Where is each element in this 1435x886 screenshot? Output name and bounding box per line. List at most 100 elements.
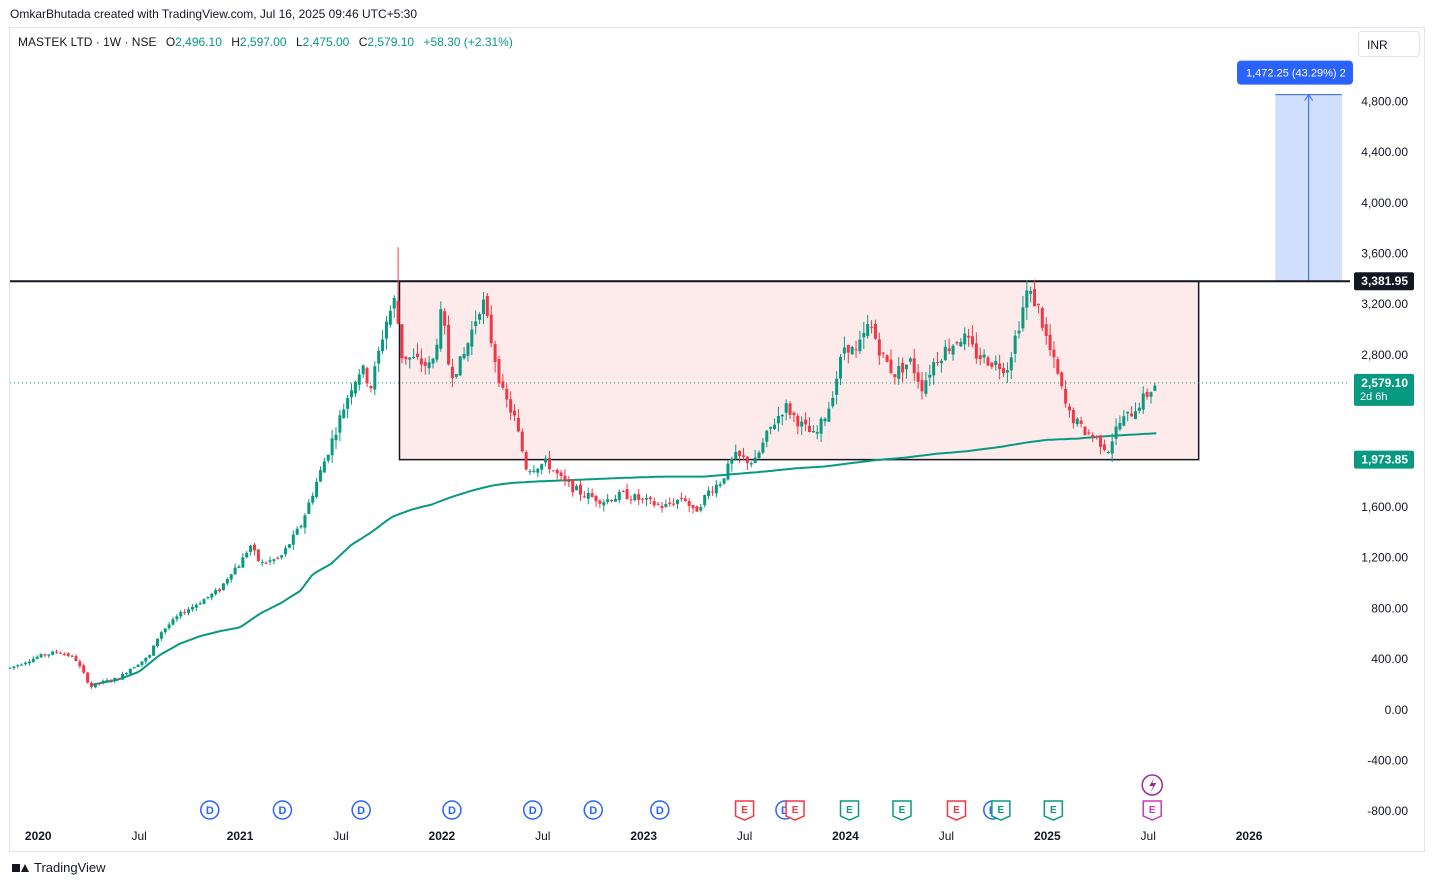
- candle-body: [862, 332, 866, 338]
- tradingview-footer: TradingView: [12, 860, 106, 875]
- dividend-icon-letter: D: [656, 805, 664, 817]
- candle-body: [1044, 324, 1048, 336]
- candle-body: [893, 374, 897, 378]
- time-tick-label: 2021: [227, 829, 254, 843]
- time-tick-label: 2024: [832, 829, 859, 843]
- candle-body: [1141, 393, 1145, 410]
- candle-body: [435, 344, 439, 360]
- candle-body: [544, 458, 548, 463]
- candle-body: [415, 353, 419, 358]
- candle-body: [70, 655, 74, 657]
- candle-body: [536, 468, 540, 473]
- earnings-icon-letter: E: [1050, 805, 1057, 816]
- candle-body: [89, 683, 93, 687]
- candle-body: [831, 397, 835, 407]
- candle-body: [322, 461, 326, 473]
- candle-body: [101, 680, 105, 684]
- currency-selector[interactable]: INR: [1358, 31, 1420, 57]
- close-value: 2,579.10: [367, 35, 415, 49]
- candle-body: [513, 410, 517, 416]
- time-tick-label: Jul: [939, 829, 954, 843]
- candle-body: [520, 431, 524, 452]
- candle-body: [594, 495, 598, 502]
- dividend-icon: [272, 800, 293, 820]
- earnings-icon-letter: E: [741, 805, 748, 816]
- candle-body: [357, 374, 361, 385]
- candle-body: [637, 494, 641, 500]
- candle-body: [24, 662, 28, 665]
- candle-body: [198, 603, 202, 605]
- candle-body: [1102, 444, 1106, 451]
- candle-body: [788, 403, 792, 415]
- candle-body: [633, 494, 637, 501]
- candle-body: [396, 300, 400, 324]
- price-tick-label: -800.00: [1367, 804, 1408, 818]
- candle-body: [454, 374, 458, 377]
- candle-body: [229, 574, 233, 580]
- price-tick-label: 4,400.00: [1361, 145, 1408, 159]
- candle-body: [769, 426, 773, 429]
- dividend-icon-letter: D: [206, 805, 214, 817]
- candle-body: [916, 372, 920, 382]
- candle-body: [225, 578, 229, 584]
- candle-body: [617, 491, 621, 500]
- candle-body: [842, 347, 846, 354]
- candle-body: [563, 475, 567, 481]
- candle-body: [586, 492, 590, 499]
- candle-body: [1048, 334, 1052, 350]
- candle-body: [350, 390, 354, 398]
- candle-body: [699, 507, 703, 511]
- symbol-name[interactable]: MASTEK LTD · 1W · NSE: [18, 35, 157, 49]
- time-axis: 2020 Jul 2021 Jul 2022 Jul 2023 Jul 2024 Jul 2025 J…: [25, 829, 1263, 843]
- candle-body: [846, 345, 850, 353]
- price-tick-label: 4,800.00: [1361, 94, 1408, 108]
- candle-body: [218, 589, 222, 592]
- candle-body: [284, 548, 288, 555]
- price-tick-label: 800.00: [1371, 601, 1408, 615]
- open-label: O: [165, 35, 176, 49]
- candle-body: [555, 469, 559, 474]
- candle-body: [39, 654, 43, 658]
- candle-body: [858, 339, 862, 352]
- candle-body: [726, 463, 730, 480]
- candle-body: [679, 498, 683, 500]
- candle-body: [136, 664, 140, 667]
- candle-body: [590, 493, 594, 497]
- candle-body: [478, 314, 482, 320]
- support-badge: 1,973.85: [1361, 453, 1408, 467]
- candle-body: [404, 356, 408, 360]
- candle-body: [691, 505, 695, 509]
- candle-body: [928, 374, 932, 378]
- candle-body: [687, 501, 691, 506]
- candle-body: [780, 414, 784, 417]
- candle-body: [827, 408, 831, 422]
- candle-body: [839, 356, 843, 379]
- last-price-badge: 2,579.10: [1361, 376, 1408, 390]
- candle-body: [194, 604, 198, 608]
- candle-body: [35, 656, 39, 659]
- candle-body: [1091, 434, 1095, 437]
- candle-body: [641, 498, 645, 500]
- candle-body: [1017, 330, 1021, 334]
- candle-body: [330, 438, 334, 456]
- close-label: C: [358, 35, 368, 49]
- candle-body: [1021, 307, 1025, 329]
- measure-arrow-head: [1304, 93, 1314, 101]
- candle-body: [796, 415, 800, 427]
- candle-body: [951, 345, 955, 355]
- dividend-icon: [583, 800, 603, 820]
- price-tick-label: 3,600.00: [1361, 247, 1408, 261]
- price-axis: 5,200.004,800.004,400.004,000.003,600.00…: [1361, 44, 1408, 818]
- candle-body: [241, 557, 245, 568]
- candle-body: [245, 552, 249, 558]
- candle-body: [528, 471, 532, 473]
- candle-body: [932, 362, 936, 376]
- candle-body: [1060, 372, 1064, 387]
- candle-body: [12, 666, 16, 668]
- candle-body: [776, 415, 780, 424]
- earnings-icon: [946, 800, 967, 821]
- candle-body: [761, 442, 765, 453]
- candle-body: [644, 497, 648, 500]
- candle-body: [819, 418, 823, 434]
